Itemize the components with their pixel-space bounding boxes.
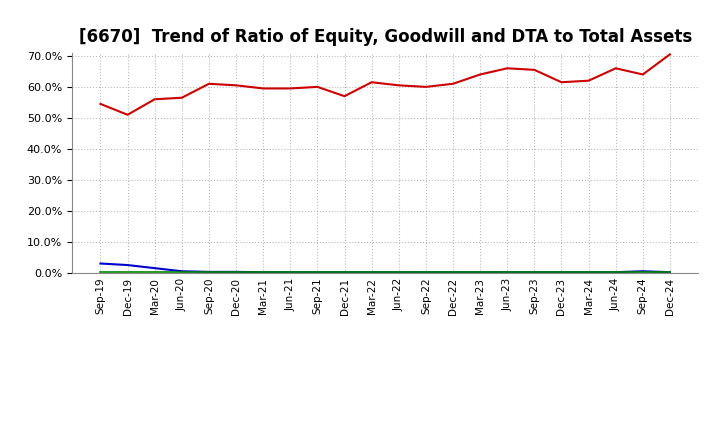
Equity — [150, 97, 159, 102]
Line: Goodwill: Goodwill — [101, 264, 670, 272]
Deferred Tax Assets — [530, 269, 539, 275]
Equity — [96, 101, 105, 106]
Equity — [232, 83, 240, 88]
Goodwill — [96, 261, 105, 266]
Equity — [395, 83, 403, 88]
Deferred Tax Assets — [557, 269, 566, 275]
Goodwill — [449, 270, 457, 275]
Equity — [611, 66, 620, 71]
Goodwill — [639, 268, 647, 274]
Equity — [178, 95, 186, 100]
Equity — [259, 86, 268, 91]
Deferred Tax Assets — [665, 269, 674, 275]
Equity — [503, 66, 511, 71]
Equity — [449, 81, 457, 86]
Goodwill — [395, 270, 403, 275]
Goodwill — [204, 269, 213, 275]
Line: Equity: Equity — [101, 55, 670, 115]
Deferred Tax Assets — [367, 269, 376, 275]
Equity — [341, 94, 349, 99]
Deferred Tax Assets — [584, 269, 593, 275]
Goodwill — [313, 270, 322, 275]
Goodwill — [503, 270, 511, 275]
Deferred Tax Assets — [341, 269, 349, 275]
Deferred Tax Assets — [639, 269, 647, 275]
Deferred Tax Assets — [421, 269, 430, 275]
Equity — [584, 78, 593, 83]
Equity — [665, 52, 674, 57]
Deferred Tax Assets — [96, 269, 105, 275]
Goodwill — [259, 270, 268, 275]
Goodwill — [367, 270, 376, 275]
Deferred Tax Assets — [178, 269, 186, 275]
Goodwill — [178, 268, 186, 274]
Goodwill — [341, 270, 349, 275]
Deferred Tax Assets — [204, 269, 213, 275]
Deferred Tax Assets — [286, 269, 294, 275]
Goodwill — [476, 270, 485, 275]
Goodwill — [530, 270, 539, 275]
Equity — [313, 84, 322, 89]
Equity — [204, 81, 213, 86]
Deferred Tax Assets — [123, 269, 132, 275]
Deferred Tax Assets — [313, 269, 322, 275]
Goodwill — [421, 270, 430, 275]
Goodwill — [232, 269, 240, 275]
Equity — [123, 112, 132, 117]
Equity — [421, 84, 430, 89]
Goodwill — [286, 270, 294, 275]
Equity — [557, 80, 566, 85]
Goodwill — [123, 262, 132, 268]
Deferred Tax Assets — [259, 269, 268, 275]
Deferred Tax Assets — [611, 269, 620, 275]
Goodwill — [584, 270, 593, 275]
Deferred Tax Assets — [395, 269, 403, 275]
Title: [6670]  Trend of Ratio of Equity, Goodwill and DTA to Total Assets: [6670] Trend of Ratio of Equity, Goodwil… — [78, 28, 692, 46]
Deferred Tax Assets — [150, 269, 159, 275]
Goodwill — [665, 270, 674, 275]
Deferred Tax Assets — [476, 269, 485, 275]
Equity — [639, 72, 647, 77]
Deferred Tax Assets — [232, 269, 240, 275]
Goodwill — [557, 270, 566, 275]
Equity — [530, 67, 539, 73]
Equity — [367, 80, 376, 85]
Equity — [286, 86, 294, 91]
Goodwill — [150, 265, 159, 271]
Deferred Tax Assets — [503, 269, 511, 275]
Goodwill — [611, 270, 620, 275]
Deferred Tax Assets — [449, 269, 457, 275]
Equity — [476, 72, 485, 77]
